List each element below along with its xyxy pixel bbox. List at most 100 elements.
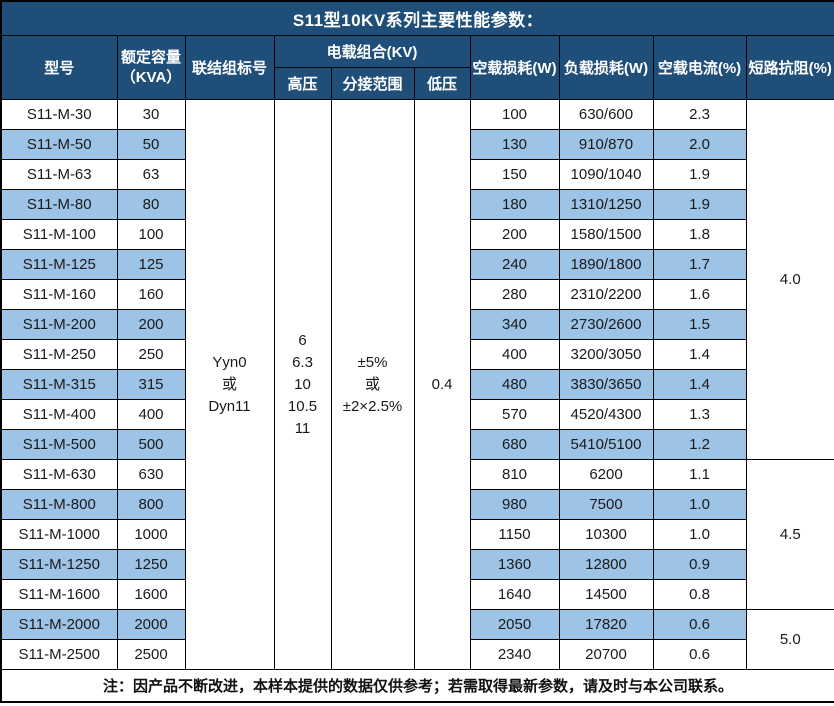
no-load-current-cell: 1.9	[652, 189, 747, 220]
no-load-loss-cell: 240	[469, 249, 560, 280]
no-load-current-cell: 0.8	[652, 579, 747, 610]
load-loss-cell: 4520/4300	[558, 399, 654, 430]
model-cell: S11-M-160	[0, 279, 118, 310]
load-loss-cell: 3830/3650	[558, 369, 654, 400]
no-load-current-cell: 1.6	[652, 279, 747, 310]
no-load-loss-cell: 810	[469, 459, 560, 490]
capacity-cell: 1250	[116, 549, 186, 580]
connection-group-merged-cell: Yyn0 或 Dyn11	[184, 99, 275, 670]
load-loss-cell: 2310/2200	[558, 279, 654, 310]
model-cell: S11-M-1250	[0, 549, 118, 580]
capacity-cell: 2000	[116, 609, 186, 640]
no-load-current-cell: 1.8	[652, 219, 747, 250]
load-loss-cell: 2730/2600	[558, 309, 654, 340]
col-header-short-circuit-impedance: 短路抗阻(%)	[745, 35, 834, 100]
no-load-current-cell: 0.9	[652, 549, 747, 580]
no-load-loss-cell: 680	[469, 429, 560, 460]
no-load-current-cell: 1.3	[652, 399, 747, 430]
load-loss-cell: 6200	[558, 459, 654, 490]
no-load-current-cell: 1.0	[652, 519, 747, 550]
capacity-cell: 1000	[116, 519, 186, 550]
impedance-cell: 4.0	[745, 99, 834, 460]
capacity-cell: 30	[116, 99, 186, 130]
model-cell: S11-M-630	[0, 459, 118, 490]
no-load-loss-cell: 180	[469, 189, 560, 220]
impedance-cell: 4.5	[745, 459, 834, 610]
table-row: S11-M-1250 1250 1360 12800 0.9	[0, 549, 834, 580]
model-cell: S11-M-2000	[0, 609, 118, 640]
note-row: 注：因产品不断改进，本样本提供的数据仅供参考；若需取得最新参数，请及时与本公司联…	[0, 669, 834, 703]
no-load-loss-cell: 200	[469, 219, 560, 250]
model-cell: S11-M-400	[0, 399, 118, 430]
load-loss-cell: 12800	[558, 549, 654, 580]
impedance-cell: 5.0	[745, 609, 834, 670]
footnote: 注：因产品不断改进，本样本提供的数据仅供参考；若需取得最新参数，请及时与本公司联…	[0, 669, 834, 703]
load-loss-cell: 3200/3050	[558, 339, 654, 370]
capacity-cell: 250	[116, 339, 186, 370]
no-load-loss-cell: 570	[469, 399, 560, 430]
title-row: S11型10KV系列主要性能参数：	[0, 0, 834, 36]
table-footer: 注：因产品不断改进，本样本提供的数据仅供参考；若需取得最新参数，请及时与本公司联…	[0, 669, 834, 703]
col-header-no-load-current: 空载电流(%)	[652, 35, 747, 100]
capacity-cell: 630	[116, 459, 186, 490]
col-header-model: 型号	[0, 35, 118, 100]
no-load-current-cell: 1.4	[652, 339, 747, 370]
load-loss-cell: 1310/1250	[558, 189, 654, 220]
no-load-loss-cell: 1640	[469, 579, 560, 610]
no-load-loss-cell: 980	[469, 489, 560, 520]
model-cell: S11-M-2500	[0, 639, 118, 670]
table-row: S11-M-80 80 180 1310/1250 1.9	[0, 189, 834, 220]
table-row: S11-M-2000 2000 2050 17820 0.6 5.0	[0, 609, 834, 670]
model-cell: S11-M-100	[0, 219, 118, 250]
table-row: S11-M-100 100 200 1580/1500 1.8	[0, 219, 834, 250]
no-load-loss-cell: 2050	[469, 609, 560, 640]
load-loss-cell: 630/600	[558, 99, 654, 130]
col-header-low-voltage: 低压	[413, 67, 471, 100]
no-load-loss-cell: 100	[469, 99, 560, 130]
capacity-cell: 100	[116, 219, 186, 250]
load-loss-cell: 10300	[558, 519, 654, 550]
load-loss-cell: 7500	[558, 489, 654, 520]
no-load-current-cell: 0.6	[652, 609, 747, 640]
load-loss-cell: 14500	[558, 579, 654, 610]
table-row: S11-M-160 160 280 2310/2200 1.6	[0, 279, 834, 310]
capacity-cell: 125	[116, 249, 186, 280]
model-cell: S11-M-250	[0, 339, 118, 370]
no-load-loss-cell: 340	[469, 309, 560, 340]
tap-range-merged-cell: ±5% 或 ±2×2.5%	[330, 99, 415, 670]
capacity-cell: 160	[116, 279, 186, 310]
no-load-loss-cell: 2340	[469, 639, 560, 670]
table-row: S11-M-800 800 980 7500 1.0	[0, 489, 834, 520]
no-load-loss-cell: 1360	[469, 549, 560, 580]
no-load-loss-cell: 130	[469, 129, 560, 160]
no-load-current-cell: 2.3	[652, 99, 747, 130]
load-loss-cell: 1890/1800	[558, 249, 654, 280]
capacity-cell: 200	[116, 309, 186, 340]
load-loss-cell: 1580/1500	[558, 219, 654, 250]
table-row: S11-M-630 630 810 6200 1.1 4.5	[0, 459, 834, 610]
model-cell: S11-M-800	[0, 489, 118, 520]
no-load-current-cell: 0.6	[652, 639, 747, 670]
no-load-current-cell: 1.7	[652, 249, 747, 280]
col-header-capacity: 额定容量 （KVA）	[116, 35, 186, 100]
capacity-cell: 63	[116, 159, 186, 190]
no-load-current-cell: 1.1	[652, 459, 747, 490]
model-cell: S11-M-1600	[0, 579, 118, 610]
load-loss-cell: 17820	[558, 609, 654, 640]
no-load-current-cell: 1.0	[652, 489, 747, 520]
no-load-loss-cell: 400	[469, 339, 560, 370]
no-load-current-cell: 1.2	[652, 429, 747, 460]
table-row: S11-M-315 315 480 3830/3650 1.4	[0, 369, 834, 400]
no-load-current-cell: 1.5	[652, 309, 747, 340]
no-load-loss-cell: 150	[469, 159, 560, 190]
capacity-cell: 315	[116, 369, 186, 400]
table-header: S11型10KV系列主要性能参数： 型号 额定容量 （KVA） 联结组标号 电载…	[0, 0, 834, 100]
model-cell: S11-M-315	[0, 369, 118, 400]
no-load-loss-cell: 1150	[469, 519, 560, 550]
table-row: S11-M-63 63 150 1090/1040 1.9	[0, 159, 834, 190]
table-row: S11-M-1600 1600 1640 14500 0.8	[0, 579, 834, 610]
capacity-cell: 2500	[116, 639, 186, 670]
model-cell: S11-M-500	[0, 429, 118, 460]
col-header-tap-range: 分接范围	[330, 67, 415, 100]
